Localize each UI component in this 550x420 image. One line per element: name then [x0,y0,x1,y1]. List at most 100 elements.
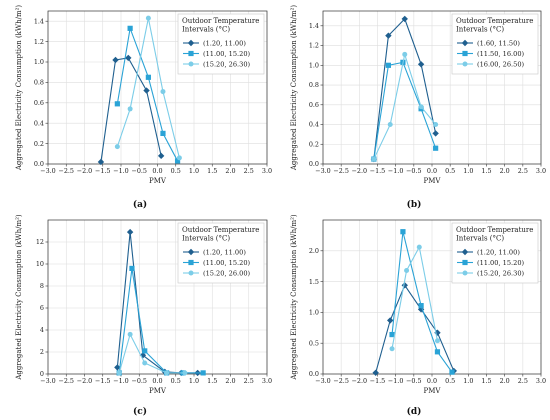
x-tick-label: −1.5 [95,377,111,385]
x-tick-label: 1.5 [207,377,217,385]
data-point-s2 [433,145,439,151]
x-tick-label: 3.0 [536,167,546,175]
y-tick-label: 0.4 [34,119,44,127]
data-point-s3 [164,370,170,376]
y-tick-label: 1.2 [309,42,319,50]
y-tick-label: 0.2 [309,140,319,148]
data-point-s2 [145,74,151,80]
data-point-s3 [127,106,133,112]
x-tick-label: −2.5 [58,167,74,175]
y-tick-label: 2.0 [309,247,319,255]
x-tick-label: 1.0 [463,167,473,175]
legend-entry-label: (11.00, 15.20) [203,259,251,267]
panel-caption: (b) [407,199,422,210]
y-tick-label: 0.0 [309,370,319,378]
data-point-s3 [127,331,133,337]
data-point-s3 [116,370,122,376]
x-tick-label: 0.5 [171,167,181,175]
data-point-s1 [112,56,119,64]
legend-entry-label: (16.00, 26.50) [477,60,525,68]
data-point-s3 [402,51,408,57]
legend-title: Outdoor Temperature [456,226,533,234]
x-tick-label: −2.5 [58,377,74,385]
x-tick-label: 0.0 [427,167,437,175]
legend-entry-label: (11.00, 15.20) [477,259,525,267]
data-point-s2 [129,265,135,271]
panel-caption: (c) [133,406,147,417]
x-tick-label: 2.5 [518,167,528,175]
data-point-s1 [114,364,121,371]
legend-swatch-marker [462,50,468,57]
data-point-s1 [125,54,132,62]
chart-panel-4: −3.0 −2.5 −2.0 −1.5 −1.0 −0.5 0.0 0.5 1.0 1.5 2.0 2… [290,214,546,417]
y-tick-label: 0.6 [309,101,319,109]
legend-entry-label: (1.20, 11.00) [477,248,520,256]
plot-frame [47,219,268,375]
series-line-1 [375,284,455,373]
x-tick-label: 2.0 [225,377,235,385]
legend-title: Intervals (°C) [182,235,230,243]
x-tick-label: −0.5 [406,167,422,175]
x-tick-label: −2.0 [352,167,368,175]
x-tick-label: 2.0 [500,377,510,385]
x-tick-label: −2.5 [333,377,349,385]
series-line-3 [391,245,438,349]
x-tick-label: −2.0 [77,377,93,385]
y-tick-label: 0.8 [309,81,319,89]
data-point-s1 [372,369,379,376]
legend-title: Outdoor Temperature [182,226,259,234]
data-point-s1 [157,152,165,160]
x-tick-label: −2.0 [352,377,368,385]
x-tick-label: −3.0 [40,377,56,385]
legend-swatch-marker [188,50,194,57]
x-axis-title: PMV [149,387,167,395]
data-point-s2 [142,348,148,354]
y-axis-title: Aggregated Electricity Consumption (kWh/… [15,214,23,381]
x-tick-label: 0.0 [152,167,162,175]
data-point-s2 [114,101,120,107]
x-axis-title: PMV [424,177,442,185]
series-line-2 [118,268,204,374]
legend-swatch-marker [461,39,469,47]
series-line-1 [373,17,437,160]
y-tick-label: 0.0 [34,160,44,168]
legend-swatch-marker [188,61,194,67]
y-tick-label: 4 [40,326,44,334]
legend-swatch-marker [188,259,194,266]
data-point-s2 [418,303,424,309]
x-tick-label: 0.5 [171,377,181,385]
y-tick-label: 0 [40,370,44,378]
data-point-s3 [389,346,395,352]
y-tick-label: 10 [36,260,44,268]
x-tick-label: 1.0 [189,167,199,175]
y-axis-title: Aggregated Electricity Consumption (kWh/… [290,214,298,381]
x-tick-label: −1.5 [95,167,111,175]
y-tick-label: 0.2 [34,140,44,148]
x-tick-label: 1.0 [463,377,473,385]
legend-swatch-marker [187,39,195,47]
legend-entry-label: (1.20, 11.00) [203,248,246,256]
y-tick-label: 1.0 [34,58,44,66]
x-axis-title: PMV [424,387,442,395]
plot-frame [322,10,542,165]
y-tick-label: 12 [36,238,44,246]
x-tick-label: −1.5 [370,167,386,175]
legend-entry-label: (1.20, 11.00) [203,39,246,47]
data-point-s1 [143,87,150,94]
legend-entry-label: (11.50, 16.00) [477,50,525,58]
legend-swatch-marker [188,270,194,276]
plot-frame [322,219,542,375]
data-point-s3 [418,104,424,110]
legend-swatch-marker [462,61,468,67]
legend-entry-label: (15.20, 26.00) [203,269,251,277]
data-point-s2 [174,158,181,164]
x-tick-label: −1.0 [388,377,404,385]
y-axis-title: Aggregated Electricity Consumption (kWh/… [290,5,298,172]
data-point-s3 [404,268,410,274]
x-tick-label: 0.5 [445,377,455,385]
data-point-s2 [160,130,166,136]
chart-panel-1: −3.0 −2.5 −2.0 −1.5 −1.0 −0.5 0.0 0.5 1.0 1.5 2.0 2… [15,5,272,210]
data-point-s3 [416,244,422,250]
y-tick-label: 0.6 [34,99,44,107]
